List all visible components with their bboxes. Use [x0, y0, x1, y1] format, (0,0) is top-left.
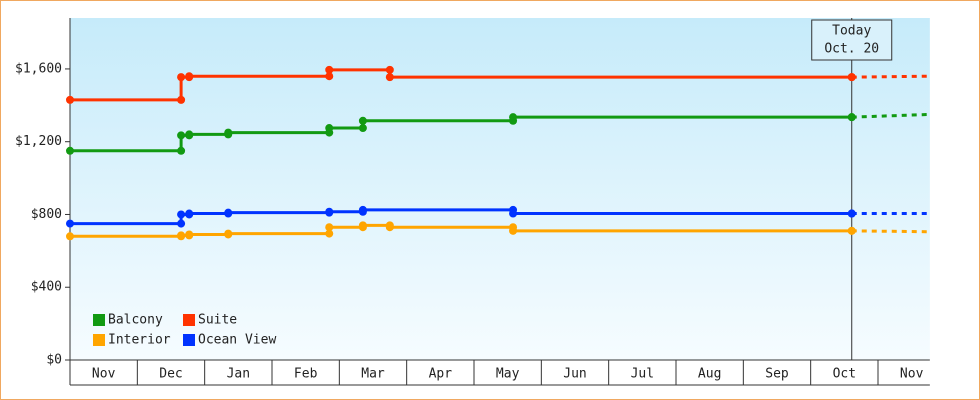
point [177, 131, 186, 140]
point [358, 116, 367, 125]
point [358, 124, 367, 133]
point [509, 113, 518, 122]
point [325, 229, 334, 238]
point [847, 113, 856, 122]
legend-swatch [93, 334, 105, 346]
point [325, 72, 334, 81]
x-tick-label: Jul [631, 367, 654, 382]
y-tick-label: $800 [31, 207, 62, 222]
point [358, 221, 367, 230]
point [66, 232, 74, 241]
point [847, 73, 856, 82]
forecast-line [851, 112, 930, 119]
point [224, 229, 233, 238]
legend-swatch [183, 314, 195, 326]
today-label: Oct. 20 [824, 42, 879, 57]
point [177, 95, 186, 104]
point [185, 209, 194, 218]
point [325, 207, 334, 216]
y-tick-label: $1,200 [15, 134, 62, 149]
today-box [811, 19, 893, 61]
x-tick-label: Sep [765, 367, 789, 382]
legend-label: Balcony [108, 313, 163, 328]
point [185, 230, 194, 239]
legend-label: Ocean View [198, 333, 276, 348]
point [185, 72, 194, 81]
x-tick-label: May [496, 367, 520, 382]
x-tick-label: Apr [429, 367, 453, 382]
x-tick-label: Feb [294, 367, 318, 382]
point [509, 226, 518, 235]
point [177, 73, 186, 82]
x-tick-label: Nov [900, 367, 924, 382]
point [385, 223, 394, 232]
point [224, 128, 233, 137]
x-tick-label: Jan [227, 367, 250, 382]
point [325, 124, 334, 133]
legend-swatch [93, 314, 105, 326]
x-tick-label: Aug [698, 367, 721, 382]
y-tick-label: $1,600 [15, 61, 62, 76]
y-tick-label: $400 [31, 280, 62, 295]
point [177, 219, 186, 228]
point [358, 205, 367, 214]
point [847, 209, 856, 218]
point [509, 209, 518, 218]
y-tick-label: $0 [46, 353, 62, 368]
forecast-line [851, 229, 930, 234]
point [385, 65, 394, 74]
x-tick-label: Jun [563, 367, 586, 382]
point [385, 73, 394, 82]
point [177, 231, 186, 240]
x-tick-label: Mar [361, 367, 385, 382]
legend-swatch [183, 334, 195, 346]
point [177, 210, 186, 219]
point [66, 146, 74, 155]
x-tick-label: Oct [833, 367, 856, 382]
forecast-line [851, 74, 930, 79]
point [325, 65, 334, 74]
point [185, 130, 194, 139]
x-tick-label: Nov [92, 367, 116, 382]
point [66, 95, 74, 104]
point [325, 223, 334, 232]
plot-background [70, 18, 930, 360]
point [847, 226, 856, 235]
legend-label: Interior [108, 333, 171, 348]
point [177, 146, 186, 155]
x-tick-label: Dec [159, 367, 182, 382]
legend-label: Suite [198, 313, 237, 328]
today-label: Today [832, 24, 871, 39]
point [224, 208, 233, 217]
point [66, 219, 74, 228]
